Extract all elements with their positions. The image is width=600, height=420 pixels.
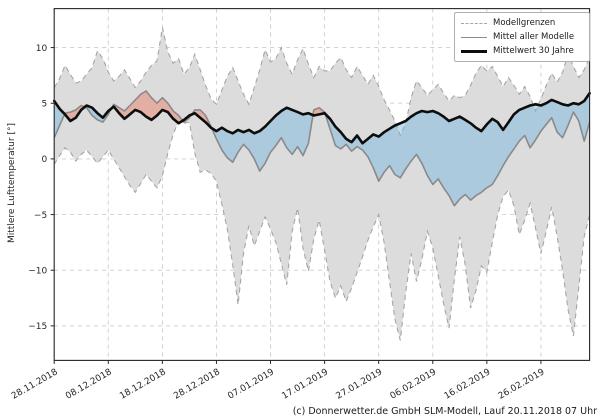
legend-item-mittel-aller-modelle: Mittel aller Modelle bbox=[461, 32, 583, 42]
x-tick-label: 27.01.2019 bbox=[335, 367, 385, 402]
cold-anomaly-fill bbox=[54, 101, 65, 138]
model-lower-bound-line bbox=[53, 120, 591, 341]
x-tick-label: 28.11.2018 bbox=[10, 367, 60, 402]
model-range-band bbox=[54, 27, 590, 341]
legend-label: Mittel aller Modelle bbox=[493, 32, 575, 42]
y-tick-label: −10 bbox=[28, 266, 47, 276]
model-mean-line bbox=[53, 90, 591, 207]
x-tick-label: 16.02.2019 bbox=[443, 367, 493, 402]
cold-anomaly-fill bbox=[325, 93, 590, 206]
y-tick-label: 10 bbox=[36, 44, 48, 54]
legend-item-mittelwert-30-jahre: Mittelwert 30 Jahre bbox=[461, 46, 583, 56]
legend-label: Modellgrenzen bbox=[493, 18, 556, 28]
dashed-line-swatch bbox=[461, 22, 487, 24]
y-tick-label: 5 bbox=[41, 99, 47, 109]
legend-label: Mittelwert 30 Jahre bbox=[493, 46, 574, 56]
plot-frame bbox=[53, 8, 591, 361]
x-tick-label: 07.01.2019 bbox=[226, 367, 276, 402]
x-tick-label: 17.01.2019 bbox=[280, 367, 330, 402]
gray-line-swatch bbox=[461, 36, 487, 38]
warm-anomaly-fill bbox=[64, 105, 85, 121]
x-tick-label: 06.02.2019 bbox=[389, 367, 439, 402]
legend: Modellgrenzen Mittel aller Modelle Mitte… bbox=[454, 12, 590, 62]
x-tick-label: 28.12.2018 bbox=[172, 367, 222, 402]
x-tick-label: 08.12.2018 bbox=[64, 367, 114, 402]
x-tick-label: 18.12.2018 bbox=[118, 367, 168, 402]
y-tick-label: 0 bbox=[41, 155, 47, 165]
cold-anomaly-fill bbox=[211, 107, 313, 172]
mean-30-years-line bbox=[52, 91, 591, 145]
black-line-swatch bbox=[461, 49, 487, 53]
legend-item-modellgrenzen: Modellgrenzen bbox=[461, 18, 583, 28]
y-tick-label: −5 bbox=[34, 211, 47, 221]
x-tick-label: 26.02.2019 bbox=[497, 367, 547, 402]
y-tick-label: −15 bbox=[28, 322, 47, 332]
copyright-caption: (c) Donnerwetter.de GmbH SLM-Modell, Lau… bbox=[292, 406, 597, 417]
warm-anomaly-fill bbox=[111, 91, 183, 124]
model-upper-bound-line bbox=[53, 27, 591, 137]
y-axis-label: Mittlere Lufttemperatur [°] bbox=[7, 123, 17, 243]
